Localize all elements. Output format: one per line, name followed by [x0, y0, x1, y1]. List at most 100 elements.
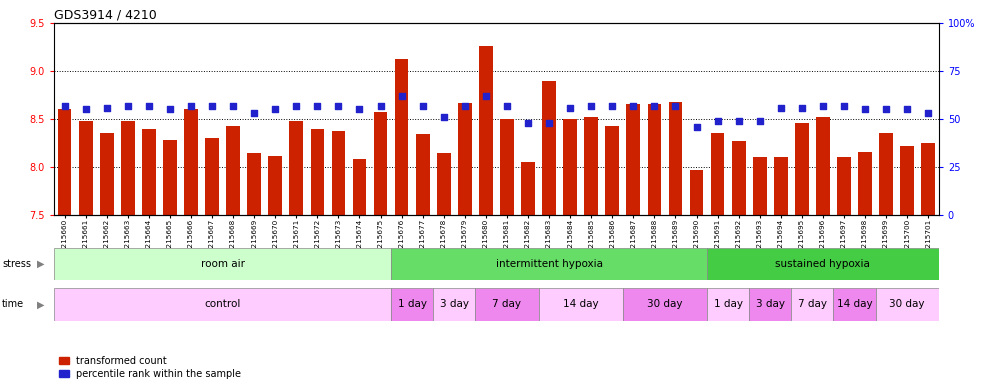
- Bar: [731, 141, 745, 215]
- Bar: [791, 288, 834, 321]
- Point: [857, 106, 873, 113]
- Point: [373, 103, 388, 109]
- Bar: [834, 288, 876, 321]
- Point: [689, 124, 705, 130]
- Bar: [395, 58, 409, 215]
- Bar: [331, 131, 345, 215]
- Bar: [353, 159, 367, 215]
- Point: [288, 103, 304, 109]
- Point: [330, 103, 346, 109]
- Point: [141, 103, 156, 109]
- Text: room air: room air: [201, 259, 245, 269]
- Point: [247, 110, 262, 116]
- Bar: [163, 140, 177, 215]
- Bar: [374, 112, 387, 215]
- Point: [920, 110, 936, 116]
- Bar: [753, 157, 767, 215]
- Text: ▶: ▶: [37, 299, 45, 310]
- Point: [457, 103, 473, 109]
- Bar: [707, 248, 939, 280]
- Bar: [774, 157, 787, 215]
- Bar: [623, 288, 707, 321]
- Bar: [900, 146, 914, 215]
- Point: [815, 103, 831, 109]
- Bar: [858, 152, 872, 215]
- Bar: [749, 288, 791, 321]
- Point: [542, 120, 557, 126]
- Point: [710, 118, 725, 124]
- Bar: [226, 126, 240, 215]
- Point: [899, 106, 915, 113]
- Point: [183, 103, 199, 109]
- Text: 30 day: 30 day: [647, 299, 682, 310]
- Point: [773, 104, 788, 111]
- Bar: [58, 109, 72, 215]
- Text: GDS3914 / 4210: GDS3914 / 4210: [54, 9, 157, 22]
- Bar: [711, 134, 724, 215]
- Bar: [879, 134, 893, 215]
- Text: sustained hypoxia: sustained hypoxia: [776, 259, 870, 269]
- Point: [435, 114, 451, 120]
- Bar: [500, 119, 514, 215]
- Bar: [434, 288, 476, 321]
- Bar: [311, 129, 324, 215]
- Point: [415, 103, 431, 109]
- Text: ▶: ▶: [37, 259, 45, 269]
- Bar: [54, 248, 391, 280]
- Bar: [248, 152, 261, 215]
- Bar: [416, 134, 430, 215]
- Point: [162, 106, 178, 113]
- Point: [730, 118, 746, 124]
- Text: 1 day: 1 day: [398, 299, 427, 310]
- Bar: [707, 288, 749, 321]
- Point: [647, 103, 663, 109]
- Bar: [648, 104, 662, 215]
- Bar: [690, 170, 704, 215]
- Point: [562, 104, 578, 111]
- Text: stress: stress: [2, 259, 31, 269]
- Bar: [838, 157, 851, 215]
- Point: [99, 104, 115, 111]
- Text: control: control: [204, 299, 241, 310]
- Bar: [289, 121, 303, 215]
- Point: [352, 106, 368, 113]
- Bar: [606, 126, 619, 215]
- Bar: [436, 152, 450, 215]
- Bar: [184, 109, 198, 215]
- Text: 7 day: 7 day: [798, 299, 827, 310]
- Point: [625, 103, 641, 109]
- Text: 7 day: 7 day: [492, 299, 521, 310]
- Text: 14 day: 14 day: [563, 299, 599, 310]
- Point: [794, 104, 810, 111]
- Legend: transformed count, percentile rank within the sample: transformed count, percentile rank withi…: [59, 356, 242, 379]
- Bar: [391, 288, 434, 321]
- Point: [605, 103, 620, 109]
- Text: time: time: [2, 299, 25, 310]
- Bar: [391, 248, 707, 280]
- Text: intermittent hypoxia: intermittent hypoxia: [495, 259, 603, 269]
- Bar: [584, 117, 598, 215]
- Point: [878, 106, 894, 113]
- Point: [204, 103, 220, 109]
- Point: [752, 118, 768, 124]
- Point: [520, 120, 536, 126]
- Bar: [921, 143, 935, 215]
- Point: [225, 103, 241, 109]
- Text: 30 day: 30 day: [890, 299, 925, 310]
- Bar: [626, 104, 640, 215]
- Bar: [563, 119, 577, 215]
- Bar: [79, 121, 92, 215]
- Point: [57, 103, 73, 109]
- Bar: [54, 288, 391, 321]
- Bar: [539, 288, 623, 321]
- Bar: [476, 288, 539, 321]
- Point: [499, 103, 515, 109]
- Bar: [816, 117, 830, 215]
- Point: [667, 103, 683, 109]
- Text: 3 day: 3 day: [439, 299, 469, 310]
- Bar: [876, 288, 939, 321]
- Point: [837, 103, 852, 109]
- Bar: [479, 46, 492, 215]
- Bar: [521, 162, 535, 215]
- Text: 3 day: 3 day: [756, 299, 784, 310]
